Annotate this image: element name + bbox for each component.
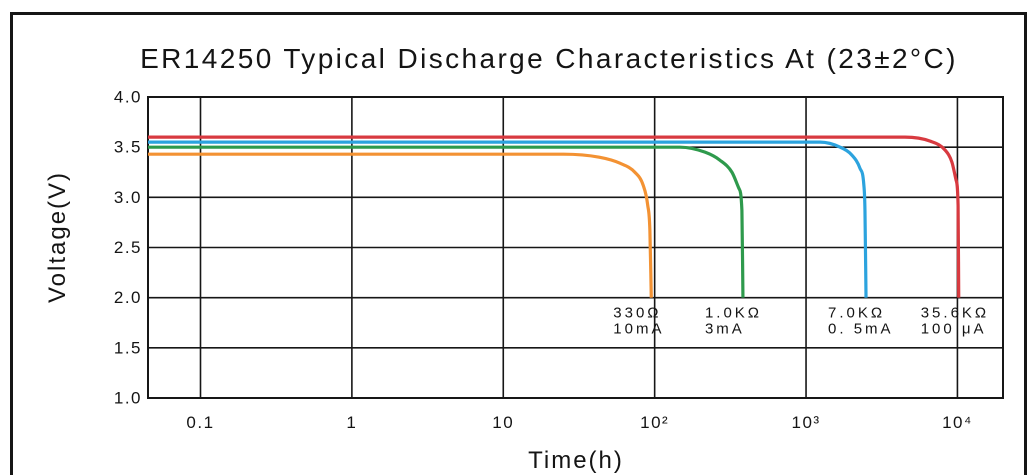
x-tick-label: 10⁴	[942, 413, 973, 432]
y-tick-label: 1.5	[114, 338, 142, 357]
outer-frame	[10, 12, 1027, 475]
curve-label-resistance: 7.0KΩ	[828, 305, 885, 322]
discharge-curves	[147, 135, 961, 298]
chart-title: ER14250 Typical Discharge Characteristic…	[140, 43, 958, 74]
curve-label-current: 100 μA	[921, 321, 987, 338]
x-tick-label: 1	[346, 413, 357, 432]
discharge-curve-4	[148, 135, 961, 298]
y-tick-label: 4.0	[114, 88, 142, 107]
x-axis-label: Time(h)	[528, 447, 624, 474]
curve-label-current: 3mA	[705, 321, 745, 338]
y-tick-label: 3.0	[114, 188, 142, 207]
curve-label-resistance: 330Ω	[613, 305, 661, 322]
discharge-curve-3	[147, 140, 868, 298]
x-tick-label: 0.1	[186, 413, 214, 432]
y-tick-label: 3.5	[114, 138, 142, 157]
x-tick-labels: 0.1 1 10 10² 10³ 10⁴	[186, 413, 973, 432]
plot-border	[147, 96, 1004, 399]
discharge-curve-1	[148, 152, 653, 298]
x-tick-label: 10³	[792, 413, 821, 432]
curve-label-current: 0. 5mA	[828, 321, 894, 338]
y-tick-label: 2.0	[114, 288, 142, 307]
x-tick-label: 10²	[640, 413, 669, 432]
curve-label-resistance: 35.6KΩ	[921, 305, 989, 322]
y-axis-label: Voltage(V)	[44, 171, 71, 303]
y-tick-label: 2.5	[114, 238, 142, 257]
curve-label-resistance: 1.0KΩ	[705, 305, 762, 322]
discharge-curve-2	[148, 145, 745, 298]
y-tick-labels: 4.0 3.5 3.0 2.5 2.0 1.5 1.0	[114, 88, 142, 408]
y-tick-label: 1.0	[114, 389, 142, 408]
x-tick-label: 10	[492, 413, 514, 432]
curve-label-current: 10mA	[613, 321, 664, 338]
